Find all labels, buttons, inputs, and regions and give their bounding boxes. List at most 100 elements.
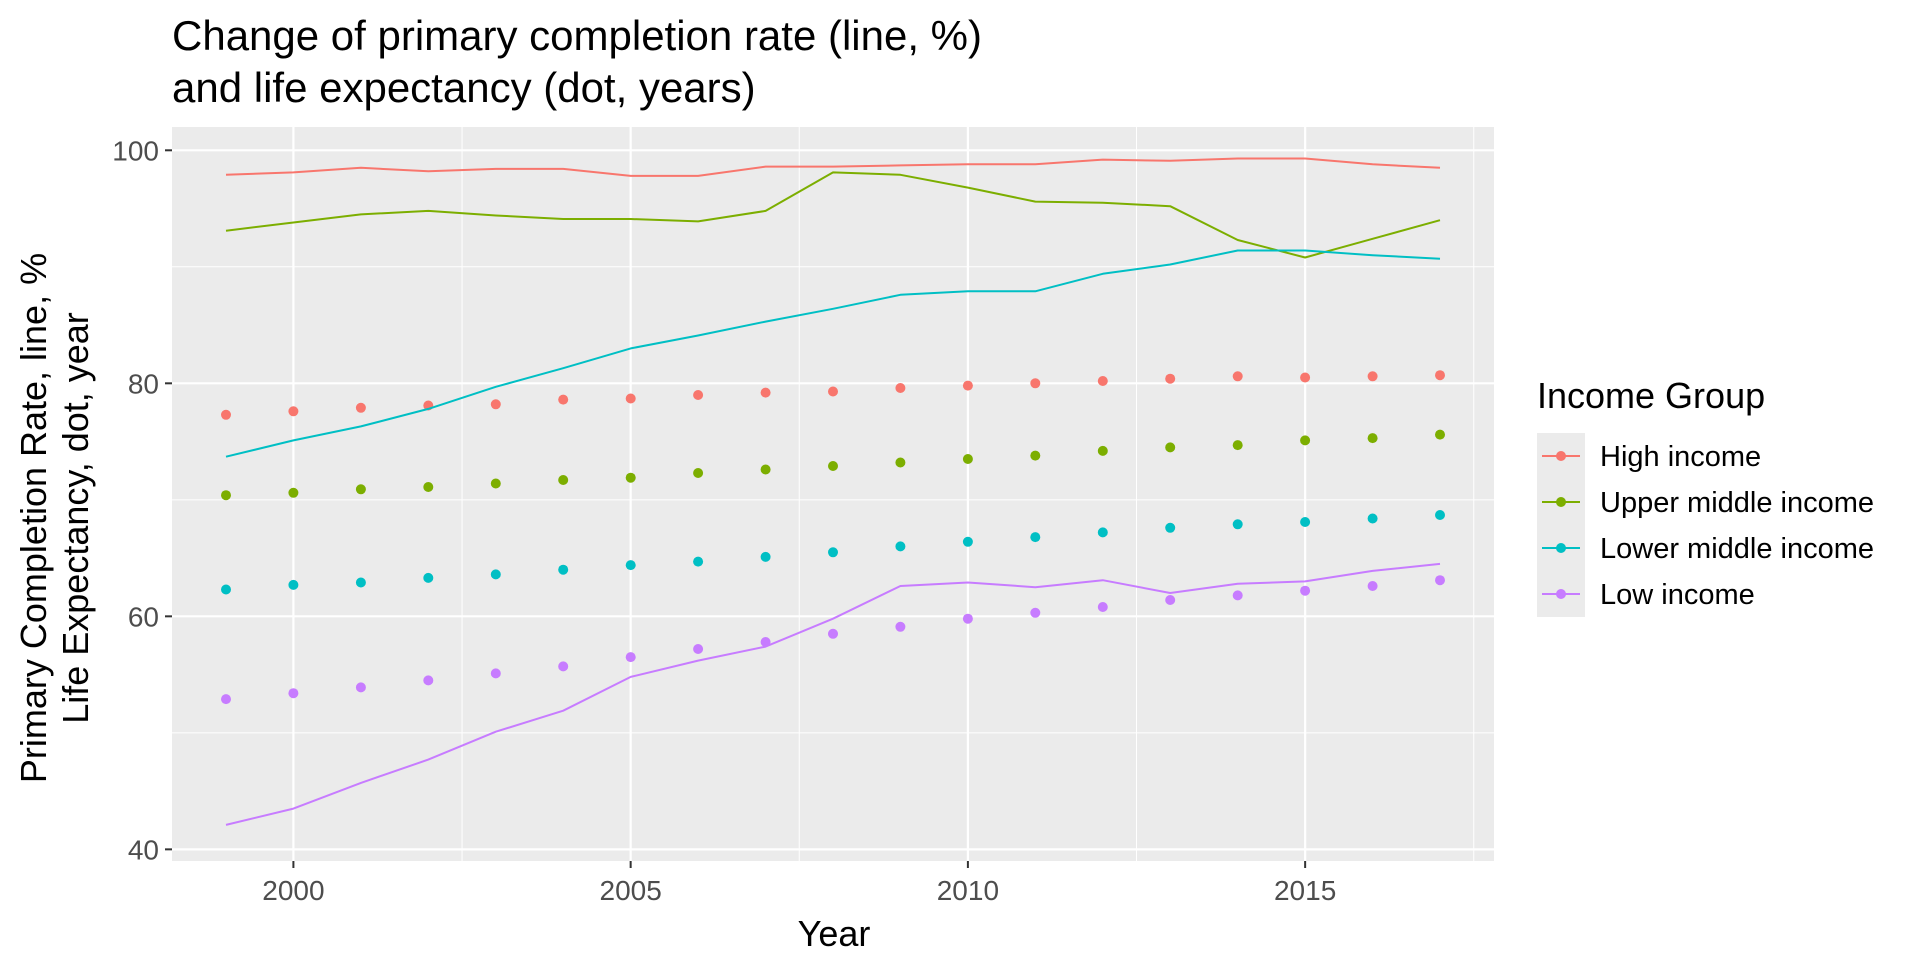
dot-upper-middle-income (1300, 435, 1311, 446)
x-tick-label: 2015 (1274, 875, 1336, 906)
dot-high-income (1165, 373, 1176, 384)
dot-high-income (355, 402, 366, 413)
dot-low-income (221, 694, 231, 705)
dot-lower-middle-income (355, 577, 366, 588)
y-axis-title-line-2: Life Expectancy, dot, year (55, 312, 96, 724)
dot-high-income (625, 393, 636, 404)
dot-low-income (1435, 575, 1445, 586)
dot-upper-middle-income (1367, 433, 1378, 444)
dot-low-income (490, 668, 501, 679)
legend-title: Income Group (1537, 375, 1765, 416)
dot-high-income (1435, 370, 1445, 381)
y-axis-title: Primary Completion Rate, line, % Life Ex… (13, 253, 96, 783)
dot-low-income (558, 661, 569, 672)
axes: 40 60 80 100 2000 2005 2010 2015 (112, 135, 1336, 906)
legend-label-low-income: Low income (1600, 579, 1755, 611)
dot-lower-middle-income (423, 572, 434, 583)
dot-lower-middle-income (288, 579, 299, 590)
dot-upper-middle-income (221, 490, 231, 501)
dot-low-income (355, 682, 366, 693)
dot-high-income (895, 383, 906, 393)
dot-low-income (1232, 590, 1243, 601)
dot-upper-middle-income (288, 487, 299, 498)
dot-high-income (490, 399, 501, 410)
dot-lower-middle-income (558, 564, 569, 575)
dot-upper-middle-income (1232, 440, 1243, 451)
y-tick-label: 60 (128, 601, 159, 632)
line-series-high-income (225, 157, 1441, 177)
dot-lower-middle-income (828, 547, 838, 558)
dot-lower-middle-income (221, 584, 231, 595)
dot-high-income (693, 390, 704, 400)
y-tick-label: 100 (112, 135, 159, 166)
dot-upper-middle-income (1097, 445, 1108, 456)
dot-lower-middle-income (1300, 517, 1311, 527)
legend-label-upper-middle-income: Upper middle income (1600, 487, 1874, 519)
dot-lower-middle-income (1030, 532, 1041, 543)
legend-label-lower-middle-income: Lower middle income (1600, 533, 1874, 565)
dot-high-income (1367, 371, 1378, 382)
dot-upper-middle-income (1435, 429, 1445, 440)
dot-low-income (962, 613, 973, 624)
dot-lower-middle-income (962, 536, 973, 547)
dot-lower-middle-income (1165, 522, 1176, 533)
dot-high-income (828, 386, 838, 397)
dot-high-income (1030, 378, 1041, 389)
dot-lower-middle-income (625, 560, 636, 571)
dot-low-income (288, 688, 299, 699)
dot-low-income (1300, 585, 1311, 596)
x-tick-label: 2005 (600, 875, 662, 906)
dot-high-income (221, 409, 231, 420)
dot-upper-middle-income (693, 468, 704, 478)
line-series-low-income (225, 562, 1441, 826)
dot-high-income (1232, 371, 1243, 382)
dot-low-income (895, 621, 906, 632)
dot-low-income (760, 637, 771, 647)
dot-high-income (1300, 372, 1311, 383)
x-tick-label: 2000 (262, 875, 324, 906)
legend-label-high-income: High income (1600, 441, 1761, 473)
dot-high-income (558, 394, 569, 405)
dot-upper-middle-income (490, 478, 501, 489)
dot-lower-middle-income (1435, 510, 1445, 520)
dot-lower-middle-income (1232, 519, 1243, 530)
dot-low-income (423, 675, 434, 686)
dot-low-income (1030, 607, 1041, 618)
dot-low-income (1165, 595, 1176, 605)
x-tick-label: 2010 (937, 875, 999, 906)
line-series-upper-middle-income (225, 171, 1441, 259)
dot-upper-middle-income (1030, 450, 1041, 461)
dot-low-income (1097, 602, 1108, 612)
legend-key-dot-lower-middle-income (1556, 543, 1566, 553)
dot-lower-middle-income (490, 569, 501, 580)
dot-upper-middle-income (558, 475, 569, 485)
y-axis-title-line-1: Primary Completion Rate, line, % (13, 253, 54, 783)
dot-upper-middle-income (895, 457, 906, 468)
x-axis-title: Year (798, 913, 871, 954)
dot-upper-middle-income (760, 464, 771, 475)
legend-key-dot-high-income (1556, 451, 1566, 461)
line-series-lower-middle-income (225, 249, 1441, 458)
dot-low-income (693, 644, 704, 654)
series-layer (221, 157, 1445, 826)
legend: Income Group High income Upper middle inc… (1537, 375, 1874, 617)
legend-key-dot-low-income (1556, 589, 1566, 599)
grid (172, 127, 1494, 861)
dot-high-income (1097, 376, 1108, 386)
dot-lower-middle-income (1097, 527, 1108, 538)
dot-lower-middle-income (895, 541, 906, 552)
dot-high-income (962, 380, 973, 391)
dot-lower-middle-income (1367, 513, 1378, 524)
legend-key-dot-upper-middle-income (1556, 497, 1566, 507)
y-tick-label: 40 (128, 834, 159, 865)
dot-upper-middle-income (962, 454, 973, 464)
chart-title-line-1: Change of primary completion rate (line,… (172, 12, 982, 59)
plot-panel (172, 127, 1494, 861)
dot-high-income (760, 387, 771, 398)
dot-lower-middle-income (693, 556, 704, 567)
dot-upper-middle-income (625, 472, 636, 483)
dot-upper-middle-income (423, 482, 434, 492)
dot-upper-middle-income (1165, 442, 1176, 453)
dot-low-income (625, 652, 636, 663)
